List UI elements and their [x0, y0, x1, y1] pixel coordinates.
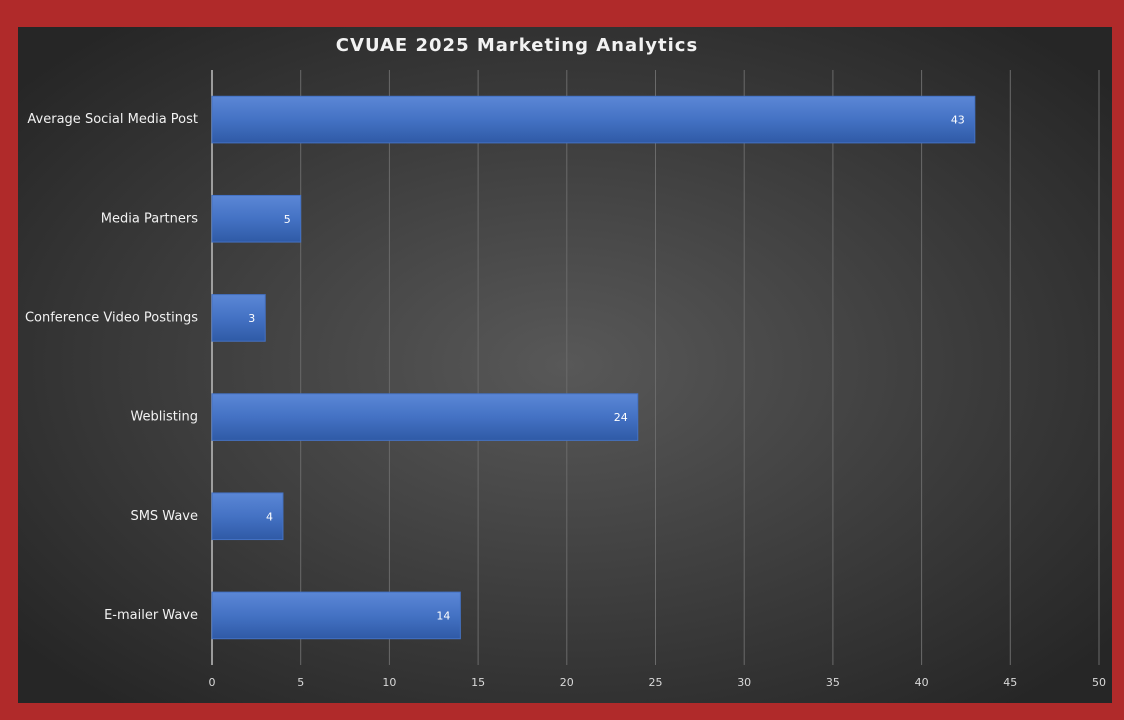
x-tick-label: 15 [471, 676, 485, 689]
bar [211, 194, 302, 243]
bar [211, 95, 976, 144]
bar [211, 492, 284, 541]
y-tick-label: SMS Wave [130, 509, 198, 524]
y-tick-label: E-mailer Wave [104, 608, 198, 623]
data-label: 4 [266, 510, 273, 523]
y-tick-label: Average Social Media Post [27, 112, 198, 127]
x-tick-label: 30 [737, 676, 751, 689]
chart-title: CVUAE 2025 Marketing Analytics [336, 35, 698, 56]
data-label: 43 [951, 114, 965, 127]
bar [211, 393, 639, 441]
x-tick-label: 5 [297, 676, 304, 689]
x-tick-label: 40 [915, 676, 929, 689]
x-tick-label: 45 [1003, 676, 1017, 689]
y-tick-label: Conference Video Postings [25, 310, 198, 325]
data-label: 14 [436, 609, 450, 622]
data-label: 5 [284, 213, 291, 226]
x-tick-label: 35 [826, 676, 840, 689]
x-tick-label: 20 [560, 676, 574, 689]
y-tick-label: Media Partners [101, 211, 198, 226]
data-label: 3 [248, 312, 255, 325]
data-label: 24 [614, 411, 628, 424]
bar [211, 294, 266, 342]
x-tick-label: 25 [649, 676, 663, 689]
x-tick-label: 0 [209, 676, 216, 689]
x-tick-label: 10 [382, 676, 396, 689]
y-tick-label: Weblisting [130, 410, 198, 425]
bar [211, 591, 461, 640]
x-tick-label: 50 [1092, 676, 1106, 689]
